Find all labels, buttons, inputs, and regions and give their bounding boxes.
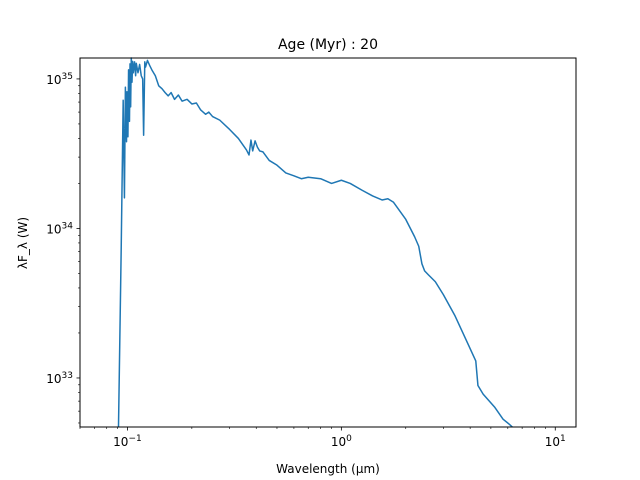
y-tick-label: 1033 bbox=[46, 371, 73, 386]
chart-title: Age (Myr) : 20 bbox=[278, 37, 378, 53]
axes-frame bbox=[79, 57, 577, 428]
plot-content bbox=[117, 57, 513, 428]
x-tick-label: 10−1 bbox=[113, 434, 142, 449]
x-axis-label: Wavelength (μm) bbox=[276, 462, 380, 476]
series-line-0 bbox=[117, 57, 513, 428]
y-tick-label: 1035 bbox=[46, 72, 73, 87]
x-tick-label: 100 bbox=[331, 434, 352, 449]
ticks: 10−1 100 101 1033 1034 1035 bbox=[46, 72, 566, 449]
x-tick-label: 101 bbox=[545, 434, 566, 449]
y-axis-label: λF_λ (W) bbox=[16, 217, 30, 269]
y-tick-label: 1034 bbox=[46, 221, 73, 236]
